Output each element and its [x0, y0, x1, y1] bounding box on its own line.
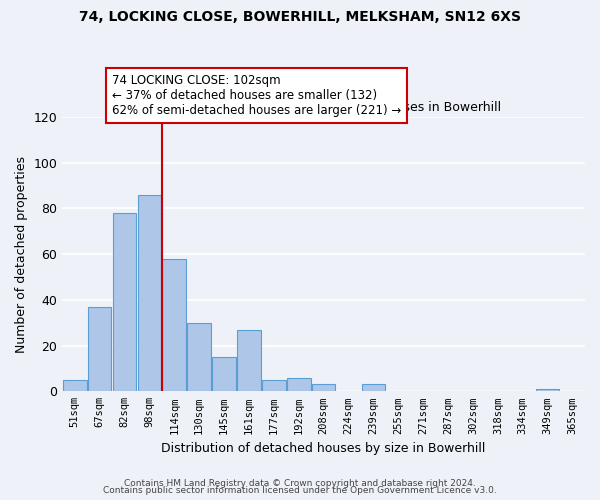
Bar — [536, 389, 559, 392]
X-axis label: Distribution of detached houses by size in Bowerhill: Distribution of detached houses by size … — [161, 442, 486, 455]
Text: Contains HM Land Registry data © Crown copyright and database right 2024.: Contains HM Land Registry data © Crown c… — [124, 478, 476, 488]
Bar — [88, 306, 112, 392]
Bar — [113, 213, 136, 392]
Bar — [212, 357, 236, 392]
Bar — [237, 330, 261, 392]
Text: 74, LOCKING CLOSE, BOWERHILL, MELKSHAM, SN12 6XS: 74, LOCKING CLOSE, BOWERHILL, MELKSHAM, … — [79, 10, 521, 24]
Bar — [287, 378, 311, 392]
Bar — [312, 384, 335, 392]
Bar — [163, 258, 186, 392]
Text: Contains public sector information licensed under the Open Government Licence v3: Contains public sector information licen… — [103, 486, 497, 495]
Bar — [63, 380, 86, 392]
Bar — [187, 322, 211, 392]
Bar — [262, 380, 286, 392]
Title: Size of property relative to detached houses in Bowerhill: Size of property relative to detached ho… — [146, 102, 501, 114]
Bar — [362, 384, 385, 392]
Y-axis label: Number of detached properties: Number of detached properties — [15, 156, 28, 352]
Bar — [137, 194, 161, 392]
Text: 74 LOCKING CLOSE: 102sqm
← 37% of detached houses are smaller (132)
62% of semi-: 74 LOCKING CLOSE: 102sqm ← 37% of detach… — [112, 74, 401, 117]
